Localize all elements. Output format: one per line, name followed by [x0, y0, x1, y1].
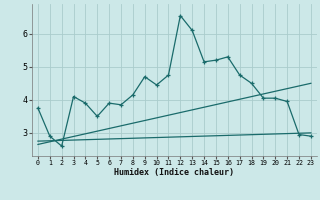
X-axis label: Humidex (Indice chaleur): Humidex (Indice chaleur) [115, 168, 234, 177]
